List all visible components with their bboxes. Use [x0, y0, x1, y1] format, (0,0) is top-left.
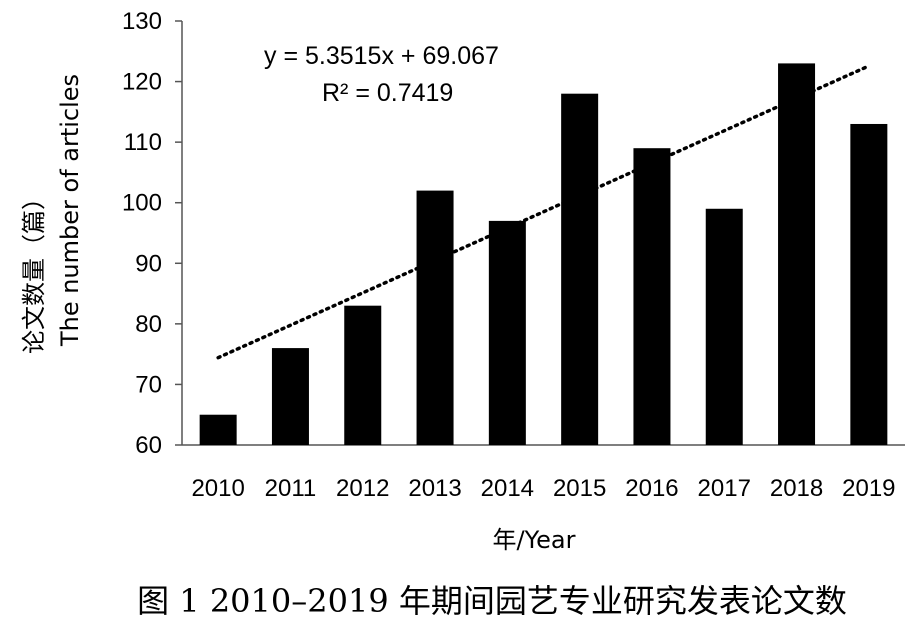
y-axis-label-en: The number of articles — [56, 74, 84, 347]
bar-2019 — [850, 123, 888, 445]
x-axis-label: 年/Year — [493, 526, 576, 554]
bar-2013 — [416, 190, 454, 445]
x-tick-label: 2010 — [191, 475, 244, 502]
bar-2011 — [271, 348, 309, 445]
trendline — [216, 64, 871, 360]
y-tick-label: 130 — [122, 8, 162, 35]
x-tick-label: 2018 — [770, 475, 823, 502]
bar-2017 — [705, 208, 743, 445]
y-tick-label: 90 — [135, 250, 162, 277]
y-axis: 60 70 80 90 100 110 120 130 — [122, 8, 905, 459]
bars — [199, 63, 888, 446]
x-tick-label: 2015 — [553, 475, 606, 502]
bar-2016 — [633, 148, 671, 445]
bar-2015 — [561, 93, 599, 445]
y-tick-label: 120 — [122, 69, 162, 96]
y-axis-label-cn: 论文数量（篇） — [20, 186, 48, 354]
y-tick-label: 60 — [135, 432, 162, 459]
y-tick-label: 110 — [124, 129, 162, 156]
x-tick-label: 2014 — [481, 475, 534, 502]
x-tick-label: 2017 — [698, 475, 751, 502]
x-tick-label: 2013 — [408, 475, 461, 502]
trendline-r-squared: R² = 0.7419 — [322, 79, 453, 107]
bar-2010 — [199, 414, 237, 445]
x-axis-ticks: 2010 2011 2012 2013 2014 2015 2016 2017 2018 2019 — [191, 475, 895, 502]
x-tick-label: 2019 — [842, 475, 895, 502]
x-tick-label: 2011 — [265, 475, 317, 502]
bar-2012 — [344, 305, 382, 445]
x-tick-label: 2012 — [336, 475, 389, 502]
y-tick-label: 80 — [135, 311, 162, 338]
x-tick-label: 2016 — [625, 475, 678, 502]
trendline-equation: y = 5.3515x + 69.067 — [264, 42, 499, 70]
y-tick-label: 70 — [135, 371, 162, 398]
y-tick-label: 100 — [122, 190, 162, 217]
bar-2018 — [778, 63, 816, 446]
figure-caption: 图 1 2010–2019 年期间园艺专业研究发表论文数 — [137, 582, 847, 620]
bar-2014 — [488, 220, 526, 445]
